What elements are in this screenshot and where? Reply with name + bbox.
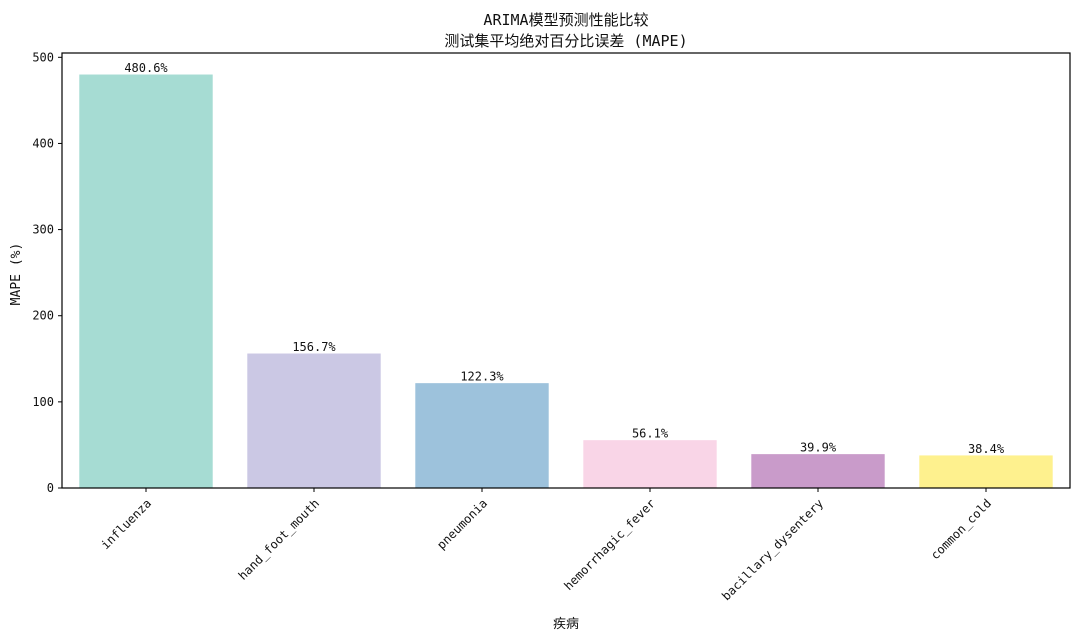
chart-title: ARIMA模型预测性能比较 <box>483 11 648 29</box>
x-tick-label-hand_foot_mouth: hand_foot_mouth <box>236 496 323 583</box>
y-axis-title-group: MAPE (%) <box>9 243 24 306</box>
x-tick-label-bacillary_dysentery: bacillary_dysentery <box>719 496 826 603</box>
x-axis: influenza hand_foot_mouth pneumonia hemorrh… <box>98 488 994 603</box>
y-tick-label-500: 500 <box>32 50 54 64</box>
y-tick-label-400: 400 <box>32 136 54 150</box>
data-label-common_cold: 38.4% <box>968 442 1005 456</box>
bar-hand_foot_mouth <box>246 352 382 489</box>
y-tick-label-100: 100 <box>32 395 54 409</box>
bar-common_cold <box>918 454 1054 489</box>
x-axis-title: 疾病 <box>553 617 579 632</box>
bar-influenza <box>78 73 214 489</box>
x-tick-label-influenza: influenza <box>98 496 154 552</box>
data-label-bacillary_dysentery: 39.9% <box>800 441 837 455</box>
data-label-hemorrhagic_fever: 56.1% <box>632 427 669 441</box>
data-label-pneumonia: 122.3% <box>460 370 504 384</box>
bar-hemorrhagic_fever <box>582 439 718 489</box>
data-labels-group: 480.6% 156.7% 122.3% 56.1% 39.9% 38.4% <box>124 61 1005 456</box>
bar-bacillary_dysentery <box>750 453 886 489</box>
data-label-influenza: 480.6% <box>124 61 168 75</box>
y-axis: 0 100 200 300 400 500 <box>32 50 62 495</box>
y-tick-label-300: 300 <box>32 223 54 237</box>
y-tick-label-200: 200 <box>32 309 54 323</box>
chart-subtitle: 测试集平均绝对百分比误差 (MAPE) <box>444 32 687 50</box>
y-axis-title: MAPE (%) <box>9 243 24 306</box>
x-tick-label-hemorrhagic_fever: hemorrhagic_fever <box>561 496 658 593</box>
y-tick-label-0: 0 <box>47 481 54 495</box>
data-label-hand_foot_mouth: 156.7% <box>292 340 336 354</box>
bar-pneumonia <box>414 382 550 489</box>
bars-group <box>78 73 1054 489</box>
x-tick-label-pneumonia: pneumonia <box>434 496 490 552</box>
x-tick-label-common_cold: common_cold <box>928 496 994 562</box>
plot-frame <box>61 52 1071 489</box>
